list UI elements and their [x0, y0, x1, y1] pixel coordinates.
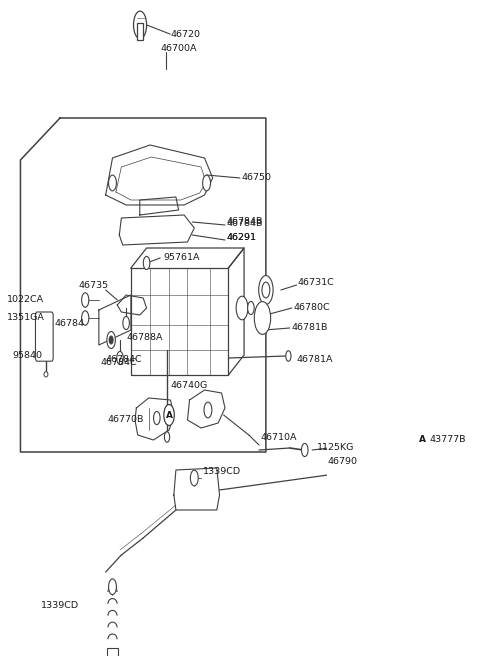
Text: 46770B: 46770B: [108, 415, 144, 424]
Text: 46784B: 46784B: [227, 218, 263, 228]
Text: 46740G: 46740G: [170, 380, 208, 390]
Circle shape: [254, 302, 271, 335]
Text: 1125KG: 1125KG: [317, 443, 354, 453]
Ellipse shape: [133, 11, 146, 39]
FancyBboxPatch shape: [36, 312, 53, 361]
Circle shape: [236, 297, 248, 320]
Circle shape: [82, 311, 89, 325]
Text: 46735: 46735: [78, 281, 108, 289]
Text: 46720: 46720: [171, 30, 201, 39]
Text: 46781B: 46781B: [291, 323, 327, 331]
Circle shape: [286, 351, 291, 361]
Circle shape: [204, 402, 212, 418]
Circle shape: [123, 316, 130, 329]
Text: 46710A: 46710A: [261, 434, 297, 443]
Text: 1022CA: 1022CA: [7, 295, 44, 304]
Text: 46781A: 46781A: [297, 356, 333, 365]
Circle shape: [117, 352, 123, 365]
Text: 46291: 46291: [227, 232, 256, 241]
Circle shape: [203, 175, 211, 191]
Text: 46750: 46750: [241, 173, 271, 182]
Ellipse shape: [44, 372, 48, 377]
Circle shape: [154, 411, 160, 424]
Text: 46790: 46790: [327, 457, 357, 466]
Circle shape: [418, 430, 428, 451]
Circle shape: [191, 470, 198, 486]
Circle shape: [144, 256, 150, 270]
Text: A: A: [166, 411, 173, 419]
Circle shape: [165, 432, 169, 442]
Text: 95840: 95840: [12, 350, 42, 359]
Circle shape: [301, 443, 308, 457]
FancyBboxPatch shape: [107, 648, 118, 656]
FancyBboxPatch shape: [137, 23, 143, 40]
Circle shape: [108, 579, 117, 594]
Text: 46784B: 46784B: [227, 216, 263, 226]
Text: 43777B: 43777B: [430, 436, 466, 445]
Circle shape: [382, 435, 387, 447]
Text: 46731C: 46731C: [298, 277, 335, 287]
Circle shape: [405, 457, 411, 470]
Text: 95761A: 95761A: [164, 253, 200, 262]
Text: 46700A: 46700A: [160, 44, 197, 53]
Text: 46780C: 46780C: [293, 302, 330, 312]
Circle shape: [82, 293, 89, 307]
Circle shape: [108, 175, 117, 191]
Text: 1339CD: 1339CD: [41, 600, 79, 609]
Text: 46788A: 46788A: [126, 333, 163, 342]
Circle shape: [107, 331, 115, 348]
Text: 1339CD: 1339CD: [203, 468, 241, 476]
Circle shape: [248, 302, 254, 315]
Circle shape: [109, 336, 113, 344]
Text: A: A: [419, 436, 426, 445]
Circle shape: [413, 412, 419, 424]
Text: 1351GA: 1351GA: [7, 314, 45, 323]
Text: 46291: 46291: [227, 234, 256, 243]
Circle shape: [259, 276, 273, 304]
Text: 46784: 46784: [55, 319, 84, 327]
Circle shape: [164, 405, 174, 426]
Text: 46784C: 46784C: [106, 356, 142, 365]
Circle shape: [262, 282, 270, 298]
Text: 46784C: 46784C: [101, 358, 138, 367]
